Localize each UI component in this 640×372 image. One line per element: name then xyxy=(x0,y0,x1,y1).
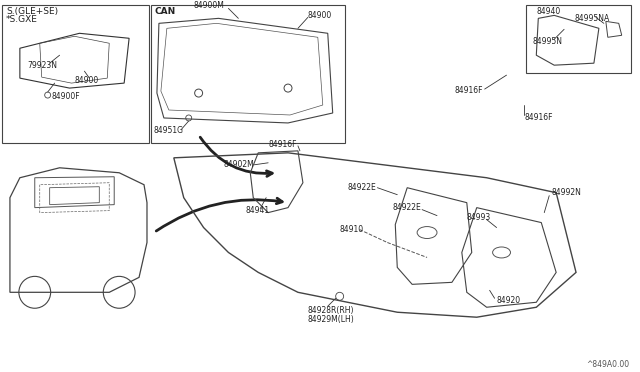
Text: 84929M(LH): 84929M(LH) xyxy=(308,315,355,324)
Text: 84900M: 84900M xyxy=(194,1,225,10)
Text: 84910: 84910 xyxy=(340,225,364,234)
Text: 84993: 84993 xyxy=(467,213,491,222)
Text: 84916F: 84916F xyxy=(455,86,483,94)
Text: 84951G: 84951G xyxy=(154,126,184,135)
Text: 84900F: 84900F xyxy=(52,92,80,100)
Text: 79923N: 79923N xyxy=(28,61,58,70)
Bar xyxy=(151,6,344,143)
Text: S.(GLE+SE): S.(GLE+SE) xyxy=(6,7,58,16)
Text: 84995NA: 84995NA xyxy=(574,14,609,23)
Text: CAN: CAN xyxy=(155,7,176,16)
Text: 84922E: 84922E xyxy=(392,203,421,212)
Text: 84995N: 84995N xyxy=(532,37,563,46)
Text: 84992N: 84992N xyxy=(551,188,581,197)
Text: 84941: 84941 xyxy=(245,206,269,215)
Text: 84902M: 84902M xyxy=(223,160,254,169)
Text: 84900: 84900 xyxy=(308,11,332,20)
Bar xyxy=(526,6,630,73)
Text: 84916F: 84916F xyxy=(268,140,297,150)
Text: 84900: 84900 xyxy=(74,76,99,84)
Text: 84922E: 84922E xyxy=(348,183,376,192)
Text: 84928R(RH): 84928R(RH) xyxy=(308,306,355,315)
Text: 84920: 84920 xyxy=(497,296,521,305)
Text: ^849A0.00: ^849A0.00 xyxy=(586,359,629,369)
Bar xyxy=(2,6,149,143)
Text: 84940: 84940 xyxy=(536,7,561,16)
Text: 84916F: 84916F xyxy=(524,113,553,122)
Text: *S.GXE: *S.GXE xyxy=(6,15,38,24)
